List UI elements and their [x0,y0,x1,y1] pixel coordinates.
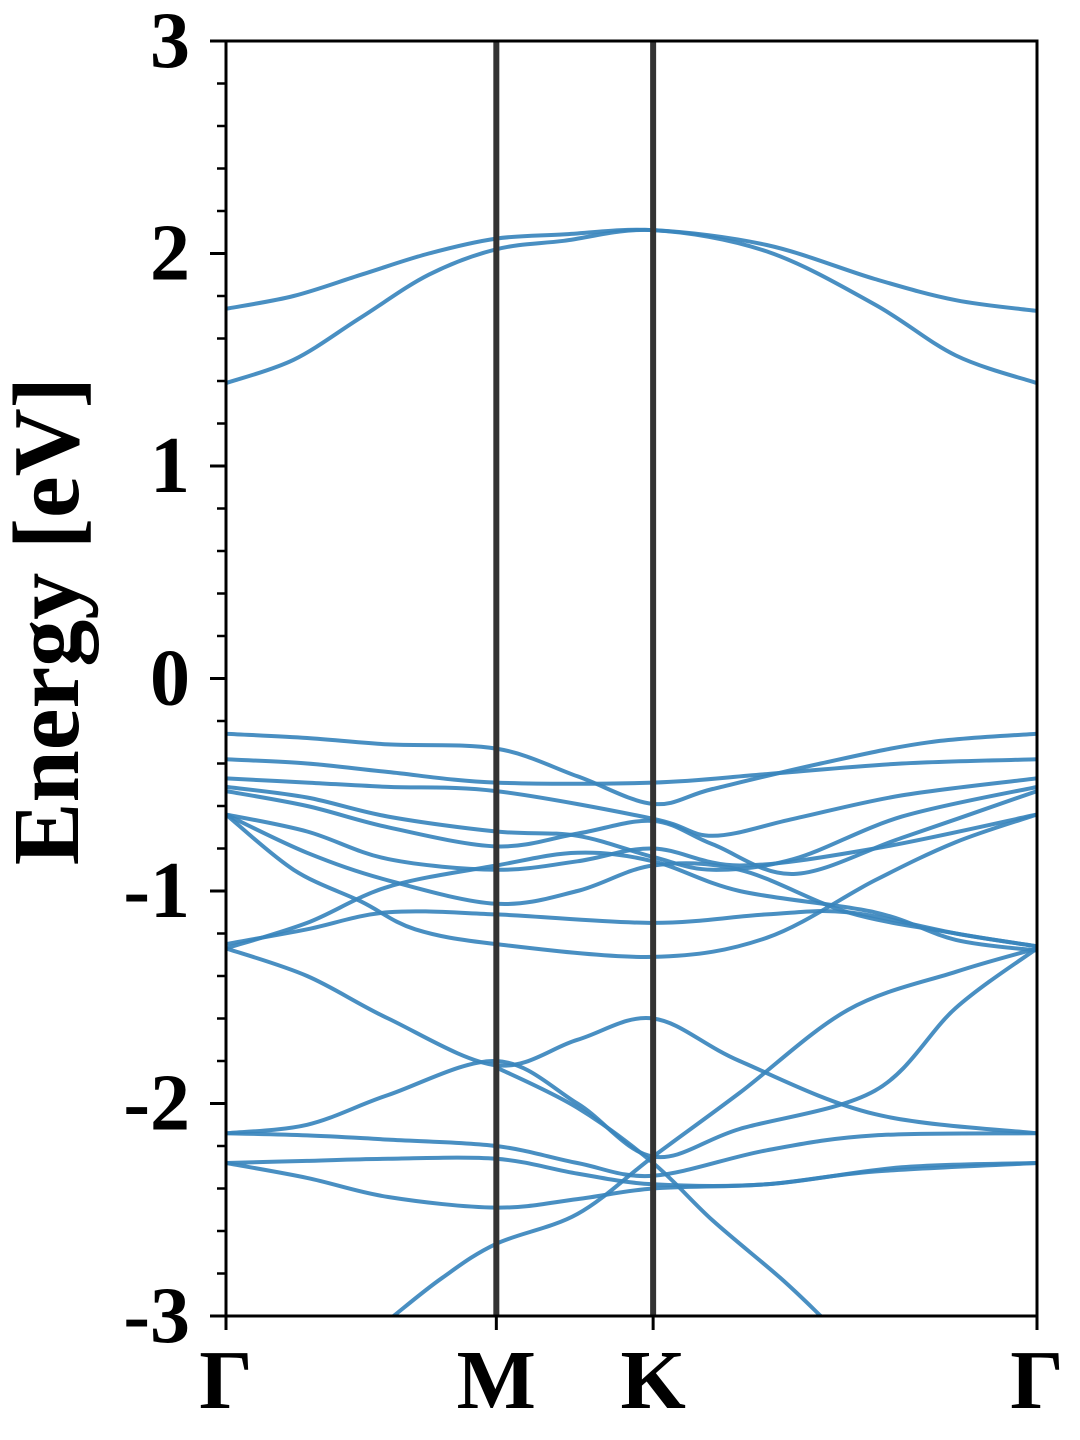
band-line [392,946,1037,1316]
band-line [226,227,1037,313]
x-tick-label: K [620,1334,685,1427]
bands [226,227,1037,1316]
band-line [495,1065,823,1316]
band-line [226,812,1037,949]
plot-frame [224,39,1039,1318]
x-ticks [224,1316,1039,1330]
band-line [226,784,1037,872]
band-line [226,946,1037,1136]
y-axis-title: Energy [eV] [0,377,99,865]
band-line [226,812,1037,872]
y-tick-label: 0 [150,635,190,723]
band-line [226,850,1037,953]
high-symmetry-lines [493,41,657,1316]
y-tick-label: 3 [150,0,190,85]
y-tick-label: -3 [123,1272,190,1360]
band-line [226,757,1037,786]
y-tick-label: -2 [123,1060,190,1148]
y-tick-labels: -3 -2 -1 0 1 2 3 [123,0,190,1360]
y-major-ticks [210,39,226,1318]
x-tick-label: Γ [1010,1334,1063,1427]
band-line [226,1161,1037,1210]
band-line [226,731,1037,807]
band-line [226,227,1037,385]
x-tick-label: M [457,1334,536,1427]
x-tick-label: Γ [199,1334,252,1427]
y-tick-label: 2 [150,210,190,298]
band-line [226,1131,1037,1179]
band-line [226,946,1037,1160]
band-line [226,812,1037,959]
y-tick-label: 1 [150,422,190,510]
y-tick-label: -1 [123,847,190,935]
